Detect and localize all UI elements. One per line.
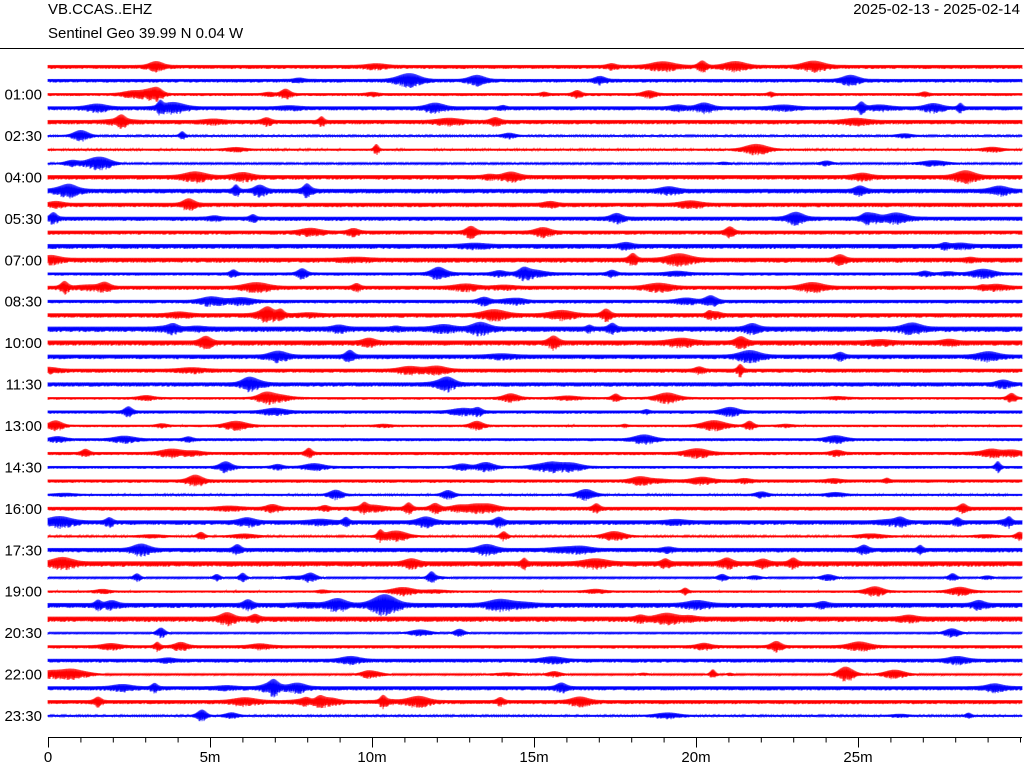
y-tick-label: 14:30 xyxy=(4,459,42,476)
trace xyxy=(47,143,1023,156)
trace xyxy=(47,640,1023,653)
trace xyxy=(47,406,1023,418)
trace xyxy=(47,73,1023,89)
y-tick-label: 07:00 xyxy=(4,252,42,269)
y-tick-label: 02:30 xyxy=(4,128,42,145)
y-tick-label: 05:30 xyxy=(4,211,42,228)
trace xyxy=(47,391,1023,406)
y-tick-label: 19:00 xyxy=(4,584,42,601)
y-tick-label: 10:00 xyxy=(4,335,42,352)
trace xyxy=(47,306,1023,323)
trace xyxy=(47,211,1023,226)
trace xyxy=(47,156,1023,171)
trace xyxy=(47,709,1023,722)
trace xyxy=(47,349,1023,364)
y-tick-label: 04:00 xyxy=(4,169,42,186)
trace xyxy=(47,461,1023,474)
trace xyxy=(47,335,1023,351)
trace xyxy=(47,420,1023,432)
trace xyxy=(47,571,1023,583)
trace xyxy=(47,678,1023,698)
trace xyxy=(47,515,1023,530)
trace xyxy=(47,280,1023,295)
y-tick-label: 22:00 xyxy=(4,667,42,684)
trace xyxy=(47,266,1023,282)
trace xyxy=(47,86,1023,103)
trace xyxy=(47,627,1023,639)
x-tick-label: 5m xyxy=(200,749,221,766)
trace xyxy=(47,363,1023,378)
trace xyxy=(47,225,1023,240)
trace xyxy=(47,60,1023,73)
trace xyxy=(47,183,1023,199)
x-tick-label: 20m xyxy=(681,749,710,766)
date-range: 2025-02-13 - 2025-02-14 xyxy=(853,1,1020,18)
trace xyxy=(47,474,1023,487)
trace xyxy=(47,612,1023,627)
trace xyxy=(47,447,1023,459)
station-subtitle: Sentinel Geo 39.99 N 0.04 W xyxy=(48,25,244,42)
trace xyxy=(47,556,1023,571)
x-tick-label: 0 xyxy=(44,749,52,766)
trace xyxy=(47,694,1023,710)
y-tick-label: 20:30 xyxy=(4,625,42,642)
trace xyxy=(47,586,1023,597)
trace xyxy=(47,99,1023,116)
x-tick-label: 10m xyxy=(357,749,386,766)
y-tick-label: 11:30 xyxy=(6,377,42,394)
trace xyxy=(47,488,1023,501)
trace xyxy=(47,666,1023,682)
trace xyxy=(47,376,1023,393)
y-tick-label: 17:30 xyxy=(4,542,42,559)
trace xyxy=(47,321,1023,337)
station-title: VB.CCAS..EHZ xyxy=(48,1,152,18)
trace xyxy=(47,114,1023,129)
trace xyxy=(47,241,1023,251)
y-tick-label: 23:30 xyxy=(4,708,42,725)
y-tick-label: 16:00 xyxy=(4,501,42,518)
y-tick-label: 01:00 xyxy=(4,87,42,104)
x-tick-label: 15m xyxy=(519,749,548,766)
y-tick-label: 08:30 xyxy=(4,294,42,311)
trace xyxy=(47,529,1023,544)
y-tick-label: 13:00 xyxy=(4,418,42,435)
trace xyxy=(47,434,1023,446)
trace xyxy=(47,252,1023,267)
trace xyxy=(47,170,1023,185)
trace xyxy=(47,295,1023,307)
trace xyxy=(47,198,1023,211)
x-tick-label: 25m xyxy=(843,749,872,766)
trace xyxy=(47,543,1023,557)
trace xyxy=(47,655,1023,666)
trace xyxy=(47,129,1023,142)
trace xyxy=(47,501,1023,515)
trace xyxy=(47,594,1023,617)
